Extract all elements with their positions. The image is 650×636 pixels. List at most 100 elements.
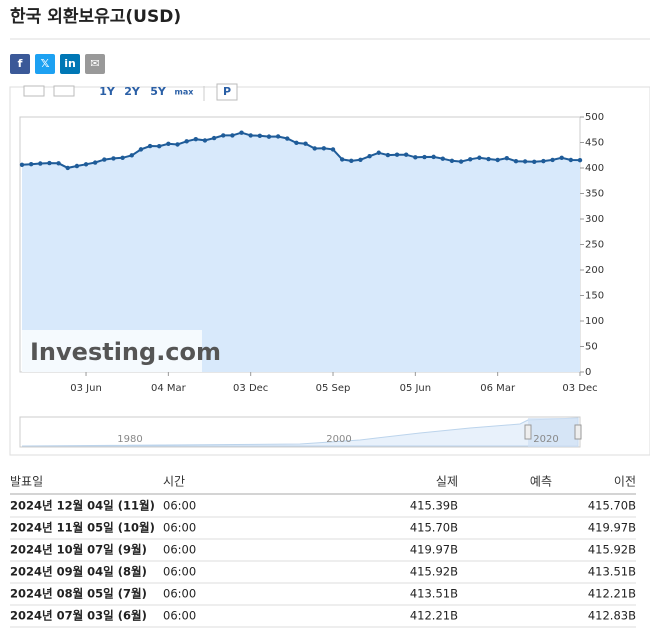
table-cell: 2024년 09월 04일 (8월) bbox=[10, 565, 147, 579]
point bbox=[477, 155, 482, 160]
x-tick-label: 03 Dec bbox=[233, 383, 268, 394]
column-header: 예측 bbox=[530, 475, 552, 489]
point bbox=[257, 133, 263, 139]
point bbox=[413, 155, 418, 160]
toolbar-label[interactable]: 5Y bbox=[150, 85, 167, 98]
navigator-handle[interactable] bbox=[524, 424, 532, 440]
table-cell: 419.97B bbox=[588, 521, 636, 535]
point bbox=[577, 157, 583, 163]
point bbox=[175, 142, 180, 147]
x-tick-label: 03 Jun bbox=[70, 383, 102, 394]
share-button[interactable] bbox=[60, 54, 80, 74]
point bbox=[532, 159, 537, 164]
share-button[interactable] bbox=[85, 54, 105, 74]
table-cell: 2024년 11월 05일 (10월) bbox=[10, 521, 155, 535]
x-tick-label: 03 Dec bbox=[562, 383, 597, 394]
watermark: Investing.com bbox=[30, 338, 221, 366]
share-icon[interactable]: 𝕏 bbox=[41, 57, 50, 70]
point bbox=[83, 162, 89, 167]
table-cell: 415.70B bbox=[588, 499, 636, 513]
point bbox=[275, 134, 281, 139]
share-icon[interactable]: f bbox=[18, 57, 23, 70]
point bbox=[166, 141, 171, 146]
table-cell: 412.83B bbox=[588, 609, 636, 623]
point bbox=[358, 157, 363, 162]
table-cell: 2024년 08월 05일 (7월) bbox=[10, 587, 147, 601]
table-cell: 06:00 bbox=[163, 587, 196, 601]
point bbox=[403, 152, 409, 157]
y-tick-label: 150 bbox=[585, 291, 604, 302]
share-button[interactable] bbox=[35, 54, 55, 74]
watermark-bg bbox=[22, 330, 202, 372]
point bbox=[468, 157, 473, 162]
point bbox=[56, 161, 61, 166]
point bbox=[202, 138, 208, 143]
table-cell: 415.92B bbox=[588, 543, 636, 557]
point bbox=[47, 160, 52, 166]
point bbox=[147, 143, 153, 149]
point bbox=[129, 153, 134, 158]
share-icon[interactable]: ✉ bbox=[90, 57, 99, 70]
point bbox=[330, 147, 336, 152]
table-cell: 413.51B bbox=[588, 565, 636, 579]
point bbox=[120, 155, 125, 160]
point bbox=[495, 157, 500, 163]
point bbox=[367, 153, 372, 159]
point bbox=[184, 139, 189, 144]
point bbox=[422, 154, 427, 160]
y-tick-label: 100 bbox=[585, 316, 604, 327]
column-header: 발표일 bbox=[10, 475, 43, 489]
point bbox=[486, 156, 491, 162]
point bbox=[28, 161, 34, 167]
toolbar-button[interactable] bbox=[216, 83, 238, 101]
point bbox=[550, 157, 555, 163]
point bbox=[157, 144, 162, 149]
navigator-window[interactable] bbox=[528, 418, 578, 447]
table-cell: 2024년 07월 03일 (6월) bbox=[10, 609, 147, 623]
y-tick-label: 0 bbox=[585, 367, 591, 378]
x-tick-label: 05 Jun bbox=[400, 383, 432, 394]
y-tick-label: 400 bbox=[585, 163, 604, 174]
toolbar-label[interactable]: P bbox=[223, 85, 231, 98]
x-tick-label: 04 Mar bbox=[151, 383, 187, 394]
table-cell: 415.92B bbox=[410, 565, 458, 579]
toolbar-label[interactable]: 1Y bbox=[99, 85, 116, 98]
y-tick-label: 500 bbox=[585, 112, 604, 123]
table-cell: 06:00 bbox=[163, 521, 196, 535]
chart-type-button[interactable] bbox=[53, 85, 75, 97]
point bbox=[458, 159, 464, 164]
table-cell: 06:00 bbox=[163, 543, 196, 557]
point bbox=[102, 157, 107, 162]
point bbox=[376, 150, 381, 155]
point bbox=[221, 133, 226, 138]
chart-type-button[interactable] bbox=[23, 85, 45, 97]
point bbox=[321, 146, 327, 151]
share-button[interactable] bbox=[10, 54, 30, 74]
y-tick-label: 250 bbox=[585, 240, 604, 251]
column-header: 시간 bbox=[163, 475, 185, 489]
point bbox=[312, 146, 317, 151]
point bbox=[504, 156, 510, 161]
navigator-handle[interactable] bbox=[574, 424, 582, 440]
table-cell: 06:00 bbox=[163, 499, 196, 513]
point bbox=[285, 136, 290, 141]
point bbox=[65, 165, 70, 171]
toolbar-label[interactable]: 2Y bbox=[124, 85, 141, 98]
navigator-label: 1980 bbox=[117, 434, 142, 445]
point bbox=[266, 134, 272, 139]
point bbox=[303, 141, 308, 146]
point bbox=[339, 157, 345, 162]
column-header: 실제 bbox=[436, 475, 458, 489]
share-icon[interactable]: in bbox=[64, 57, 76, 70]
point bbox=[74, 163, 80, 169]
table-cell: 06:00 bbox=[163, 565, 196, 579]
point bbox=[19, 162, 25, 167]
page-title: 한국 외환보유고(USD) bbox=[10, 7, 181, 27]
toolbar-label[interactable]: max bbox=[175, 88, 195, 97]
point bbox=[138, 147, 144, 152]
table-cell: 2024년 10월 07일 (9월) bbox=[10, 543, 147, 557]
point bbox=[38, 161, 43, 166]
column-header: 이전 bbox=[614, 475, 636, 489]
x-tick-label: 06 Mar bbox=[480, 383, 516, 394]
